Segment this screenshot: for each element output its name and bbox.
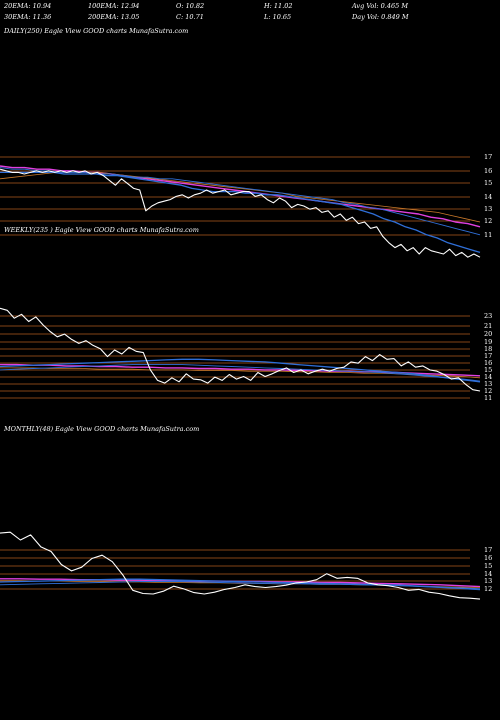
y-tick-label: 15 (484, 562, 492, 570)
price-line (0, 168, 481, 258)
y-tick-label: 13 (484, 577, 492, 585)
y-tick-label: 16 (484, 359, 492, 367)
monthly-chart-title: MONTHLY(48) Eagle View GOOD charts Munaf… (4, 425, 200, 433)
ema-blue-line-2 (0, 364, 481, 382)
low-label: L: 10.65 (264, 13, 292, 21)
close-label: C: 10.71 (176, 13, 204, 21)
price-line (0, 531, 481, 600)
ema30-label: 30EMA: 11.36 (4, 13, 52, 21)
y-tick-label: 18 (484, 345, 492, 353)
y-tick-label: 12 (484, 585, 492, 593)
y-tick-label: 17 (484, 546, 492, 554)
ema100-label: 100EMA: 12.94 (88, 2, 140, 10)
daily-chart-title: DAILY(250) Eagle View GOOD charts Munafa… (4, 27, 189, 35)
y-tick-label: 15 (484, 366, 492, 374)
avg-vol-label: Avg Vol: 0.465 M (352, 2, 409, 10)
y-tick-label: 11 (484, 231, 492, 239)
ema20-label: 20EMA: 10.94 (4, 2, 52, 10)
y-tick-label: 12 (484, 217, 492, 225)
y-tick-label: 14 (484, 570, 492, 578)
daily-chart: 17 16 15 14 13 12 11 (0, 153, 492, 258)
y-tick-label: 13 (484, 380, 492, 388)
y-tick-label: 13 (484, 205, 492, 213)
ema-blue-line (0, 578, 481, 590)
y-tick-label: 11 (484, 394, 492, 402)
y-tick-label: 19 (484, 338, 492, 346)
y-tick-label: 20 (484, 330, 492, 338)
y-tick-label: 15 (484, 179, 492, 187)
y-tick-label: 14 (484, 373, 492, 381)
ema-pink-line (0, 165, 481, 228)
y-tick-label: 21 (484, 322, 492, 330)
y-tick-label: 23 (484, 312, 492, 320)
y-tick-label: 17 (484, 153, 492, 161)
y-tick-label: 17 (484, 352, 492, 360)
y-tick-label: 14 (484, 193, 492, 201)
open-label: O: 10.82 (176, 2, 205, 10)
y-tick-label: 16 (484, 167, 492, 175)
price-line (0, 307, 481, 392)
weekly-chart-title: WEEKLY(235 ) Eagle View GOOD charts Muna… (4, 226, 199, 234)
y-tick-label: 16 (484, 554, 492, 562)
high-label: H: 11.02 (264, 2, 293, 10)
y-tick-label: 12 (484, 387, 492, 395)
ema-blue-line-2 (0, 167, 481, 236)
ema-blue-line (0, 358, 481, 383)
ema200-label: 200EMA: 13.05 (88, 13, 140, 21)
day-vol-label: Day Vol: 0.849 M (352, 13, 409, 21)
